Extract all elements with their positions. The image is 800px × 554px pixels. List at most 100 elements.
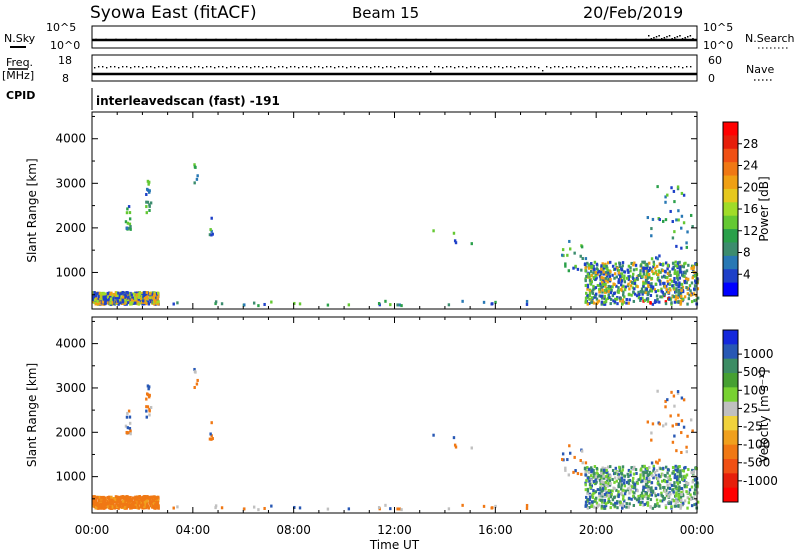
range-gate-cell [651, 286, 655, 290]
range-gate-cell [104, 297, 108, 301]
range-gate-cell [592, 490, 596, 494]
nave-point [274, 67, 276, 69]
nave-point [242, 66, 244, 68]
nave-point [514, 67, 516, 69]
range-gate-cell [679, 282, 682, 286]
range-gate-cell [152, 504, 155, 508]
range-gate-cell [600, 468, 603, 472]
range-gate-cell [584, 470, 587, 474]
range-gate-cell [131, 504, 134, 508]
range-gate-cell [683, 274, 686, 278]
range-gate-cell [400, 304, 403, 308]
range-gate-cell [644, 263, 647, 267]
range-gate-cell [620, 279, 624, 283]
range-gate-cell [584, 299, 588, 303]
range-gate-cell [626, 268, 629, 272]
range-gate-cell [148, 190, 151, 194]
range-gate-cell [630, 497, 633, 501]
range-gate-cell [110, 301, 114, 305]
range-gate-cell [696, 491, 700, 495]
range-gate-cell [145, 502, 149, 506]
range-gate-cell [112, 298, 115, 302]
range-gate-cell [93, 502, 97, 506]
range-gate-cell [653, 492, 657, 496]
range-gate-cell [604, 298, 608, 302]
range-gate-cell [650, 493, 654, 497]
range-gate-cell [642, 486, 645, 490]
range-gate-cell [616, 296, 619, 300]
nave-point [562, 67, 564, 69]
range-gate-cell [620, 483, 624, 487]
range-gate-cell [594, 478, 597, 482]
range-gate-cell [606, 473, 609, 477]
range-gate-cell [666, 476, 670, 480]
range-gate-cell [674, 281, 678, 285]
range-gate-cell [617, 286, 620, 290]
range-gate-cell [680, 396, 684, 400]
nsearch-point [681, 38, 684, 40]
range-gate-cell [95, 302, 98, 306]
range-gate-cell [107, 291, 111, 295]
range-gate-cell [649, 505, 652, 509]
range-gate-cell [152, 295, 156, 299]
nave-point [398, 66, 400, 68]
range-gate-cell [148, 393, 151, 397]
range-gate-cell [664, 405, 667, 409]
range-gate-cell [623, 270, 627, 274]
range-gate-cell [659, 499, 662, 503]
range-gate-cell [602, 278, 605, 282]
range-gate-cell [600, 471, 603, 475]
range-gate-cell [619, 501, 623, 505]
range-gate-cell [602, 470, 606, 474]
range-gate-cell [293, 301, 296, 305]
nave-point [638, 66, 640, 68]
range-gate-cell [630, 261, 633, 265]
range-gate-cell [609, 260, 612, 264]
range-gate-cell [590, 484, 594, 488]
range-gate-cell [646, 277, 649, 281]
range-gate-cell [681, 297, 685, 301]
nave-point [686, 66, 688, 68]
range-gate-cell [145, 302, 148, 306]
range-gate-cell [695, 293, 698, 297]
range-gate-cell [673, 404, 676, 408]
range-gate-cell [654, 290, 657, 294]
range-gate-cell [632, 503, 636, 507]
range-gate-cell [595, 471, 599, 475]
range-gate-cell [648, 479, 651, 483]
range-gate-cell [632, 481, 635, 485]
range-gate-cell [585, 479, 588, 483]
range-gate-cell [601, 294, 604, 298]
nave-point [498, 66, 500, 68]
range-gate-cell [683, 262, 686, 266]
range-gate-cell [637, 494, 640, 498]
range-gate-cell [581, 461, 584, 465]
range-gate-cell [603, 290, 607, 294]
range-gate-cell [622, 300, 626, 304]
range-gate-cell [128, 421, 132, 425]
range-gate-cell [606, 268, 609, 272]
range-gate-cell [214, 504, 218, 508]
range-gate-cell [135, 293, 138, 297]
range-gate-cell [208, 233, 212, 237]
y-tick-label: 3000 [55, 176, 86, 190]
range-gate-cell [645, 471, 649, 475]
range-gate-cell [623, 295, 626, 299]
nave-point [674, 66, 676, 68]
range-gate-cell [593, 474, 596, 478]
range-gate-cell [676, 480, 679, 484]
nsearch-point [661, 38, 663, 40]
colorbar-tick-label: 28 [743, 137, 758, 151]
range-gate-cell [597, 299, 601, 303]
range-gate-cell [121, 300, 125, 304]
range-gate-cell [604, 262, 607, 266]
range-gate-cell [644, 479, 647, 483]
range-gate-cell [620, 476, 624, 480]
colorbar-segment [723, 401, 738, 417]
nave-point [182, 66, 184, 68]
nsky-panel [91, 25, 698, 49]
nave-point [350, 66, 352, 68]
range-gate-cell [584, 481, 587, 485]
range-gate-cell [652, 263, 656, 267]
range-gate-cell [619, 299, 622, 303]
